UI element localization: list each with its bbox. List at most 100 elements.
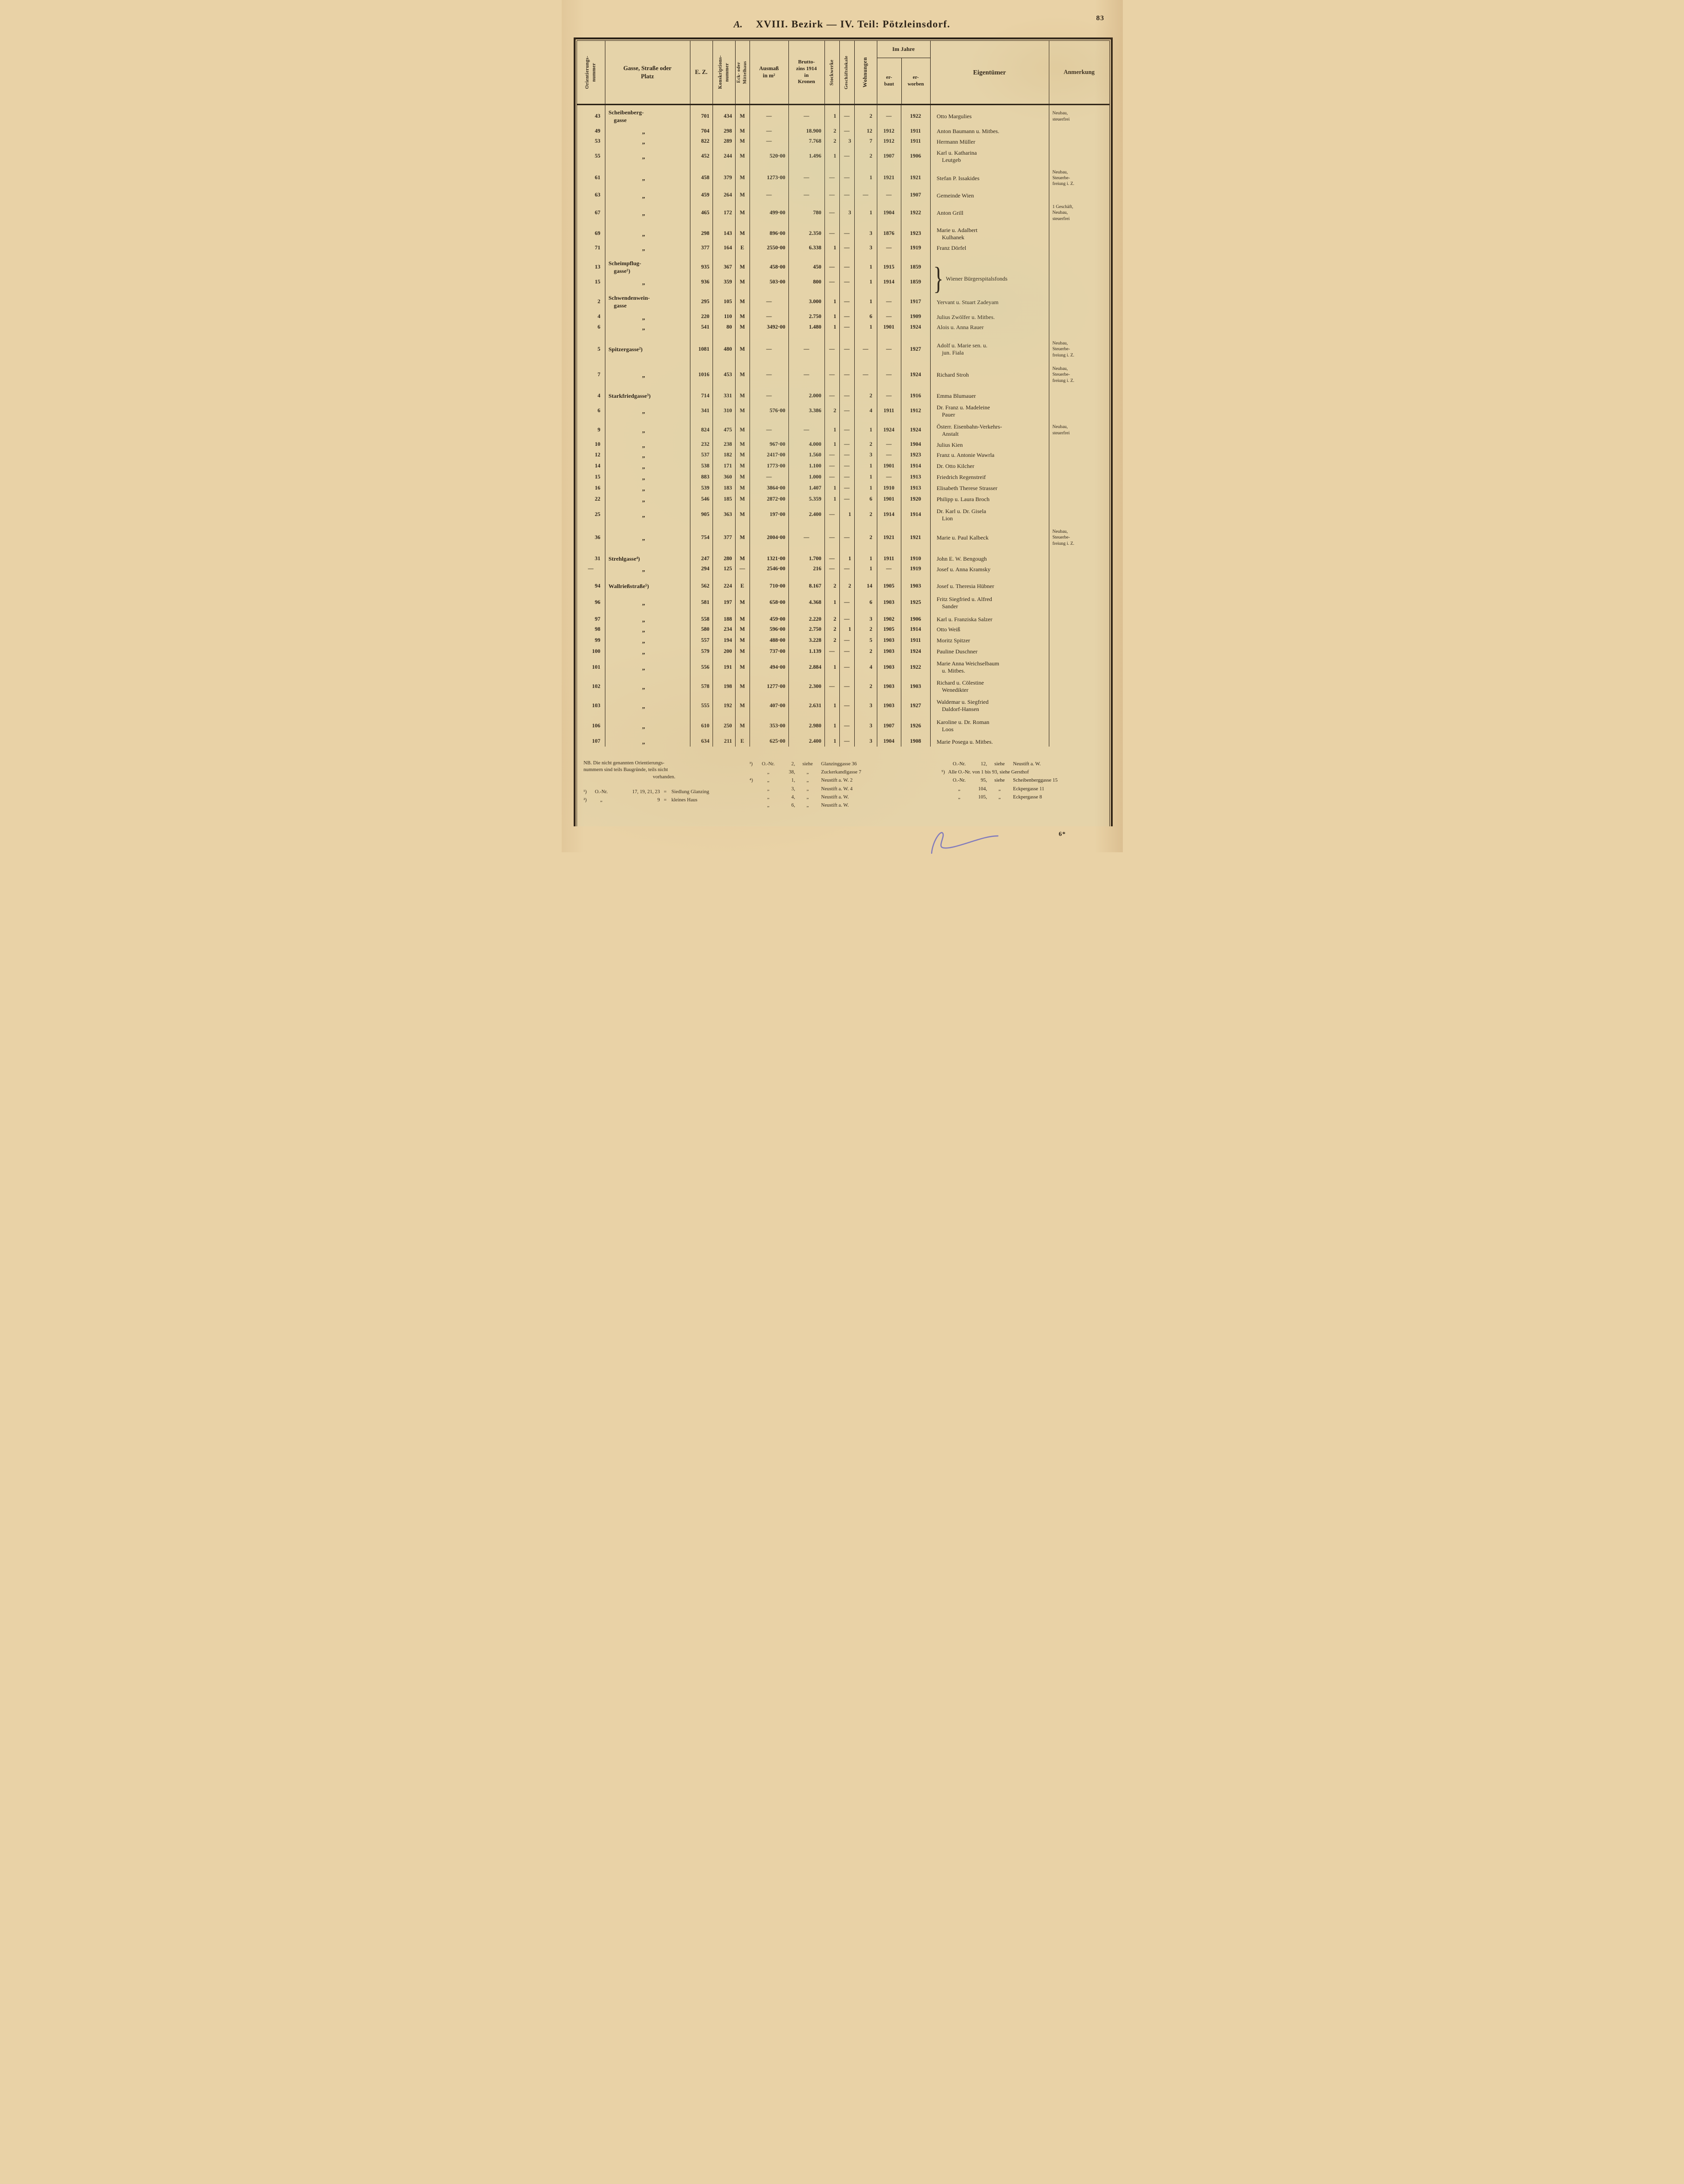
footnote-column-left: NB. Die nicht genannten Orientierungs- n… bbox=[584, 760, 745, 810]
footnote-number: 2, bbox=[791, 761, 795, 767]
street-line: Starkfriedgasse³) bbox=[608, 393, 651, 399]
street-name: Strehlgasse⁴) bbox=[609, 555, 640, 563]
cell-eck: M bbox=[735, 200, 750, 223]
cell-eck: M bbox=[735, 460, 750, 472]
cell-ez: 822 bbox=[689, 136, 713, 147]
cell-anm bbox=[1048, 222, 1109, 242]
cell-erbaut: — bbox=[876, 438, 901, 450]
column-header-konskriptionsnummer: Konskriptions-nummer bbox=[712, 41, 735, 104]
cell-ez: 537 bbox=[689, 449, 713, 461]
cell-ausmass: 2872·00 bbox=[749, 493, 788, 505]
footnote-target: kleines Haus bbox=[671, 798, 698, 803]
cell-ausmass: 407·00 bbox=[749, 695, 788, 714]
cell-gesch: — bbox=[839, 646, 854, 658]
cell-wohn: 4 bbox=[854, 657, 877, 676]
street-name: Scheimpflug-gasse¹) bbox=[609, 260, 641, 275]
cell-ausmass: — bbox=[749, 359, 788, 385]
cell-brutto: — bbox=[788, 188, 824, 200]
cell-o: 2 bbox=[597, 299, 601, 305]
cell-gesch: — bbox=[839, 482, 854, 494]
cell-wohn: 2 bbox=[854, 147, 877, 165]
owner-line: Waldemar u. Siegfried bbox=[936, 699, 989, 706]
cell-erworben: 1908 bbox=[900, 734, 930, 747]
cell-gesch: — bbox=[839, 695, 854, 714]
cell-erbaut: 1902 bbox=[876, 611, 901, 625]
cell-ez: 232 bbox=[689, 438, 713, 450]
cell-o: 4 bbox=[597, 393, 601, 399]
cell-erworben: 1922 bbox=[900, 200, 930, 223]
cell-erbaut: 1907 bbox=[876, 714, 901, 735]
cell-gesch: 1 bbox=[839, 504, 854, 523]
cell-anm bbox=[1048, 460, 1109, 472]
footnote-target: Neustift a. W. bbox=[1013, 761, 1041, 767]
cell-wohn: 5 bbox=[854, 635, 877, 647]
cell-kn: 182 bbox=[712, 449, 735, 461]
ditto-mark: „ bbox=[642, 484, 645, 492]
cell-owner: Yervant u. Stuart Zadeyam bbox=[930, 287, 1049, 311]
cell-eck: M bbox=[735, 438, 750, 450]
cell-stock: — bbox=[824, 164, 839, 188]
cell-ausmass: — bbox=[749, 310, 788, 322]
cell-owner: Karl u. Franziska Salzer bbox=[930, 611, 1049, 625]
cell-erbaut: 1924 bbox=[876, 419, 901, 439]
cell-o: 7 bbox=[597, 371, 601, 378]
owner-line: Otto Margulies bbox=[936, 113, 972, 120]
cell-brutto: 1.407 bbox=[788, 482, 824, 494]
cell-street: Schwendenwein-gasse bbox=[604, 287, 690, 311]
owner-line: Richard u. Cölestine bbox=[936, 679, 984, 687]
cell-o: 25 bbox=[595, 512, 601, 518]
cell-eck: M bbox=[735, 125, 750, 136]
cell-ausmass: 3492·00 bbox=[749, 321, 788, 333]
cell-kn: 171 bbox=[712, 460, 735, 472]
footnote-see: = bbox=[664, 789, 667, 795]
cell-anm bbox=[1048, 575, 1109, 591]
cell-gesch: — bbox=[839, 105, 854, 125]
cell-ez: 578 bbox=[689, 675, 713, 695]
cell-erbaut: 1905 bbox=[876, 575, 901, 591]
cell-brutto: 4.368 bbox=[788, 591, 824, 612]
ditto-mark: „ bbox=[642, 407, 645, 415]
cell-gesch: — bbox=[839, 147, 854, 165]
cell-erworben: 1924 bbox=[900, 646, 930, 658]
cell-wohn: 12 bbox=[854, 125, 877, 136]
column-header-orientierungsnummer: Orientierungs-nummer bbox=[585, 56, 597, 89]
cell-ausmass: — bbox=[749, 471, 788, 483]
cell-erbaut: 1876 bbox=[876, 222, 901, 242]
cell-erworben: 1917 bbox=[900, 287, 930, 311]
cell-erbaut: 1901 bbox=[876, 321, 901, 333]
cell-o: 16 bbox=[595, 485, 601, 491]
cell-stock: — bbox=[824, 460, 839, 472]
footnote-number: 12, bbox=[981, 761, 987, 767]
owner-line: Dr. Franz u. Madeleine bbox=[936, 404, 990, 411]
cell-anm: 1 Geschäft, Neubau, steuerfrei bbox=[1048, 200, 1109, 223]
cell-o: 106 bbox=[592, 723, 601, 729]
cell-gesch: — bbox=[839, 359, 854, 385]
cell-anm: Neubau, steuerfrei bbox=[1048, 419, 1109, 439]
footnote-target: Neustift a. W. 4 bbox=[821, 786, 853, 792]
owner-name: Josef u. Theresia Hübner bbox=[937, 583, 995, 590]
footnote-see: „ bbox=[806, 786, 809, 792]
cell-street: „ bbox=[604, 188, 690, 200]
owner-line: Franz Dörfel bbox=[936, 244, 967, 251]
cell-ez: 704 bbox=[689, 125, 713, 136]
cell-owner: Fritz Siegfried u. Alfred Sander bbox=[930, 591, 1049, 612]
cell-owner: Otto Weiß bbox=[930, 624, 1049, 636]
cell-ez: 824 bbox=[689, 419, 713, 439]
cell-anm: Neubau, Steuerbe-freiung i. Z. bbox=[1048, 164, 1109, 188]
cell-erworben: 1907 bbox=[900, 188, 930, 200]
footnote-label: O.-Nr. bbox=[953, 778, 966, 784]
cell-erworben: 1922 bbox=[900, 105, 930, 125]
owner-line: Fritz Siegfried u. Alfred bbox=[936, 596, 992, 603]
footnote-target: Eckpergasse 11 bbox=[1013, 786, 1045, 792]
cell-street: „ bbox=[604, 493, 690, 505]
cell-eck: M bbox=[735, 611, 750, 625]
annotation: Neubau, Steuerbe-freiung i. Z. bbox=[1053, 170, 1074, 187]
cell-anm bbox=[1048, 253, 1109, 276]
owner-name: Dr. Karl u. Dr. Gisela Lion bbox=[937, 508, 986, 522]
cell-o: 6 bbox=[597, 324, 601, 330]
cell-erbaut: 1904 bbox=[876, 200, 901, 223]
cell-ausmass: 2004·00 bbox=[749, 523, 788, 548]
cell-owner: Moritz Spitzer bbox=[930, 635, 1049, 647]
cell-erworben: 1921 bbox=[900, 523, 930, 548]
owner-name: Marie Posega u. Mitbes. bbox=[937, 738, 993, 746]
